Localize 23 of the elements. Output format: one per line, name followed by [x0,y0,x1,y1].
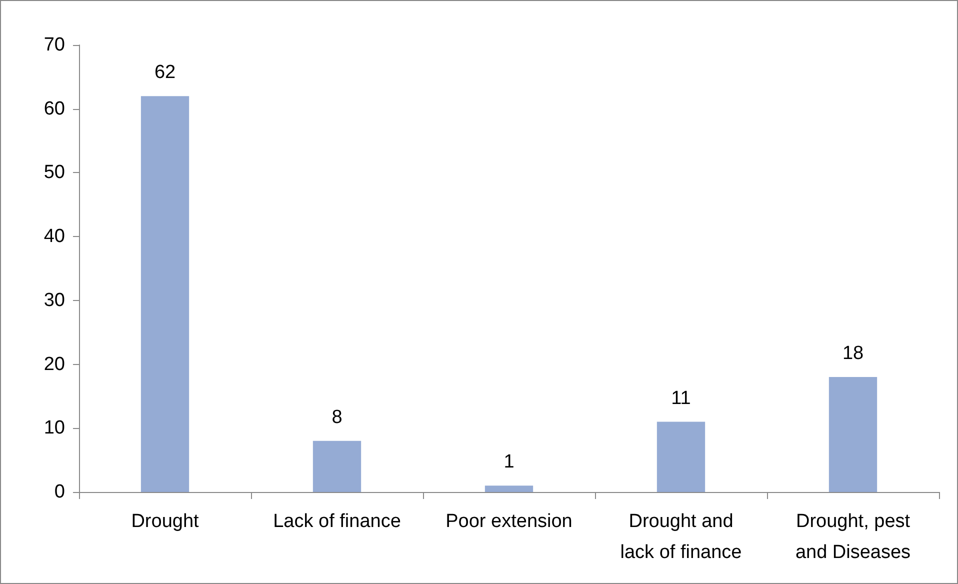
x-tick-label: Drought and lack of finance [620,511,742,563]
x-tick-label: Poor extension [446,511,572,532]
y-tick-label: 30 [44,290,65,311]
y-tick-label: 0 [54,482,65,502]
x-tick-label: Drought [131,511,200,532]
data-label: 1 [504,452,514,473]
y-tick-label: 20 [44,354,65,375]
x-tick-label: Drought, pest and Diseases [795,511,911,563]
data-label: 11 [671,388,691,409]
bar [484,486,534,492]
y-tick-label: 70 [44,34,65,56]
y-tick-label: 50 [44,162,65,184]
y-tick-label: 60 [44,98,65,120]
x-tick-label: Lack of finance [273,511,401,532]
bar [828,377,878,492]
bar [656,422,706,492]
bar [312,440,362,492]
y-tick-label: 40 [44,226,65,248]
bar [140,96,190,492]
data-label: 18 [842,343,864,364]
y-tick-label: 10 [44,418,65,439]
data-label: 62 [154,62,176,84]
data-label: 8 [332,406,342,428]
